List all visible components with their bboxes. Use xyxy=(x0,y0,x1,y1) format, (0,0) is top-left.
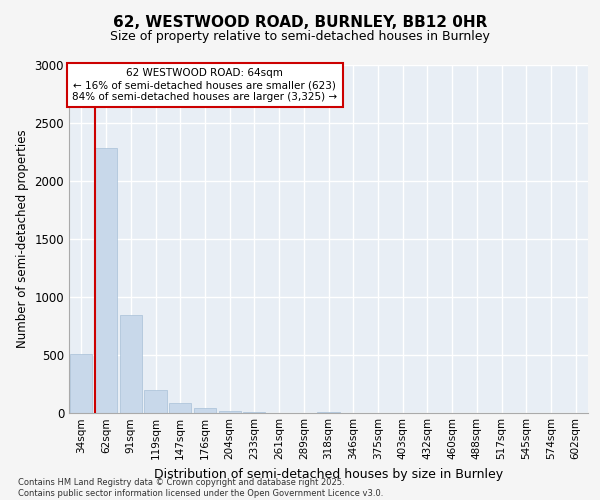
Y-axis label: Number of semi-detached properties: Number of semi-detached properties xyxy=(16,130,29,348)
Text: Size of property relative to semi-detached houses in Burnley: Size of property relative to semi-detach… xyxy=(110,30,490,43)
Bar xyxy=(95,148,117,412)
Text: 62 WESTWOOD ROAD: 64sqm
← 16% of semi-detached houses are smaller (623)
84% of s: 62 WESTWOOD ROAD: 64sqm ← 16% of semi-de… xyxy=(73,68,337,102)
Text: Contains HM Land Registry data © Crown copyright and database right 2025.
Contai: Contains HM Land Registry data © Crown c… xyxy=(18,478,383,498)
Bar xyxy=(119,314,142,412)
Bar xyxy=(194,408,216,412)
Text: 62, WESTWOOD ROAD, BURNLEY, BB12 0HR: 62, WESTWOOD ROAD, BURNLEY, BB12 0HR xyxy=(113,15,487,30)
Bar xyxy=(70,354,92,412)
Bar xyxy=(145,390,167,412)
Bar xyxy=(169,403,191,412)
X-axis label: Distribution of semi-detached houses by size in Burnley: Distribution of semi-detached houses by … xyxy=(154,468,503,481)
